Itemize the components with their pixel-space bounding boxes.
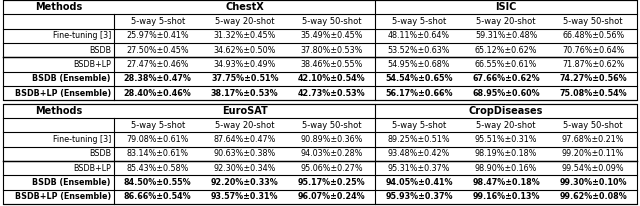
Text: 95.17%±0.25%: 95.17%±0.25% [298, 178, 365, 187]
Text: 37.75%±0.51%: 37.75%±0.51% [211, 74, 278, 83]
Text: 5-way 20-shot: 5-way 20-shot [215, 121, 275, 130]
Text: 99.54%±0.09%: 99.54%±0.09% [562, 164, 625, 173]
Text: 5-way 50-shot: 5-way 50-shot [563, 121, 623, 130]
Text: 93.57%±0.31%: 93.57%±0.31% [211, 192, 278, 201]
Text: 5-way 50-shot: 5-way 50-shot [302, 17, 362, 26]
Text: BSDB: BSDB [89, 46, 111, 55]
Text: 94.05%±0.41%: 94.05%±0.41% [385, 178, 452, 187]
Text: 70.76%±0.64%: 70.76%±0.64% [562, 46, 625, 55]
Text: 5-way 20-shot: 5-way 20-shot [476, 121, 536, 130]
Text: 42.73%±0.53%: 42.73%±0.53% [298, 89, 365, 98]
Text: 5-way 5-shot: 5-way 5-shot [131, 121, 185, 130]
Text: 79.08%±0.61%: 79.08%±0.61% [127, 135, 189, 144]
Text: 89.25%±0.51%: 89.25%±0.51% [388, 135, 451, 144]
Text: 99.16%±0.13%: 99.16%±0.13% [472, 192, 540, 201]
Text: 65.12%±0.62%: 65.12%±0.62% [475, 46, 538, 55]
Text: 28.38%±0.47%: 28.38%±0.47% [124, 74, 191, 83]
Text: BSDB+LP (Ensemble): BSDB+LP (Ensemble) [15, 89, 111, 98]
Text: BSDB (Ensemble): BSDB (Ensemble) [33, 178, 111, 187]
Text: Methods: Methods [35, 2, 83, 12]
Text: Methods: Methods [35, 106, 83, 116]
Text: 95.93%±0.37%: 95.93%±0.37% [385, 192, 452, 201]
Text: 5-way 20-shot: 5-way 20-shot [476, 17, 536, 26]
Text: BSDB+LP (Ensemble): BSDB+LP (Ensemble) [15, 192, 111, 201]
Text: 5-way 20-shot: 5-way 20-shot [215, 17, 275, 26]
Text: 54.95%±0.68%: 54.95%±0.68% [388, 60, 451, 69]
Text: 71.87%±0.62%: 71.87%±0.62% [562, 60, 625, 69]
Text: CropDiseases: CropDiseases [469, 106, 543, 116]
Text: 95.31%±0.37%: 95.31%±0.37% [388, 164, 451, 173]
Text: 34.62%±0.50%: 34.62%±0.50% [214, 46, 276, 55]
Text: 99.20%±0.11%: 99.20%±0.11% [562, 149, 625, 158]
Text: 37.80%±0.53%: 37.80%±0.53% [301, 46, 363, 55]
Text: 56.17%±0.66%: 56.17%±0.66% [385, 89, 452, 98]
Text: ChestX: ChestX [225, 2, 264, 12]
Text: 92.20%±0.33%: 92.20%±0.33% [211, 178, 278, 187]
Text: 38.17%±0.53%: 38.17%±0.53% [211, 89, 278, 98]
Text: 27.47%±0.46%: 27.47%±0.46% [126, 60, 189, 69]
Text: BSDB+LP: BSDB+LP [73, 60, 111, 69]
Text: 5-way 50-shot: 5-way 50-shot [563, 17, 623, 26]
Text: 93.48%±0.42%: 93.48%±0.42% [388, 149, 450, 158]
Text: 5-way 50-shot: 5-way 50-shot [302, 121, 362, 130]
Text: 98.47%±0.18%: 98.47%±0.18% [472, 178, 540, 187]
Text: 25.97%±0.41%: 25.97%±0.41% [126, 31, 189, 40]
Text: 35.49%±0.45%: 35.49%±0.45% [301, 31, 363, 40]
Text: BSDB+LP: BSDB+LP [73, 164, 111, 173]
Text: 98.90%±0.16%: 98.90%±0.16% [475, 164, 538, 173]
Text: 5-way 5-shot: 5-way 5-shot [392, 17, 446, 26]
Text: 98.19%±0.18%: 98.19%±0.18% [475, 149, 538, 158]
Text: 5-way 5-shot: 5-way 5-shot [392, 121, 446, 130]
Bar [3, 104, 637, 204]
Text: 31.32%±0.45%: 31.32%±0.45% [214, 31, 276, 40]
Text: 54.54%±0.65%: 54.54%±0.65% [385, 74, 452, 83]
Text: 28.40%±0.46%: 28.40%±0.46% [124, 89, 191, 98]
Text: 5-way 5-shot: 5-way 5-shot [131, 17, 185, 26]
Text: 48.11%±0.64%: 48.11%±0.64% [388, 31, 450, 40]
Text: 86.66%±0.54%: 86.66%±0.54% [124, 192, 191, 201]
Text: BSDB (Ensemble): BSDB (Ensemble) [33, 74, 111, 83]
Text: Fine-tuning [3]: Fine-tuning [3] [52, 31, 111, 40]
Text: 96.07%±0.24%: 96.07%±0.24% [298, 192, 365, 201]
Text: 85.43%±0.58%: 85.43%±0.58% [127, 164, 189, 173]
Text: 66.55%±0.61%: 66.55%±0.61% [475, 60, 538, 69]
Text: 99.30%±0.10%: 99.30%±0.10% [559, 178, 627, 187]
Text: 95.06%±0.27%: 95.06%±0.27% [301, 164, 363, 173]
Text: 84.50%±0.55%: 84.50%±0.55% [124, 178, 191, 187]
Text: 38.46%±0.55%: 38.46%±0.55% [301, 60, 363, 69]
Text: 90.63%±0.38%: 90.63%±0.38% [214, 149, 276, 158]
Text: 68.95%±0.60%: 68.95%±0.60% [472, 89, 540, 98]
Text: Fine-tuning [3]: Fine-tuning [3] [52, 135, 111, 144]
Text: 53.52%±0.63%: 53.52%±0.63% [388, 46, 451, 55]
Text: 59.31%±0.48%: 59.31%±0.48% [475, 31, 538, 40]
Text: 95.51%±0.31%: 95.51%±0.31% [475, 135, 538, 144]
Text: 94.03%±0.28%: 94.03%±0.28% [301, 149, 363, 158]
Text: BSDB: BSDB [89, 149, 111, 158]
Text: EuroSAT: EuroSAT [222, 106, 268, 116]
Text: 74.27%±0.56%: 74.27%±0.56% [559, 74, 627, 83]
Text: 27.50%±0.45%: 27.50%±0.45% [126, 46, 189, 55]
Text: 34.93%±0.49%: 34.93%±0.49% [214, 60, 276, 69]
Text: 66.48%±0.56%: 66.48%±0.56% [562, 31, 625, 40]
Text: 67.66%±0.62%: 67.66%±0.62% [472, 74, 540, 83]
Text: 75.08%±0.54%: 75.08%±0.54% [559, 89, 627, 98]
Text: 97.68%±0.21%: 97.68%±0.21% [562, 135, 625, 144]
Text: 42.10%±0.54%: 42.10%±0.54% [298, 74, 365, 83]
Text: 83.14%±0.61%: 83.14%±0.61% [127, 149, 189, 158]
Text: 99.62%±0.08%: 99.62%±0.08% [559, 192, 627, 201]
Text: 92.30%±0.34%: 92.30%±0.34% [214, 164, 276, 173]
Text: ISIC: ISIC [495, 2, 517, 12]
Text: 90.89%±0.36%: 90.89%±0.36% [301, 135, 363, 144]
Bar [3, 0, 637, 101]
Text: 87.64%±0.47%: 87.64%±0.47% [214, 135, 276, 144]
